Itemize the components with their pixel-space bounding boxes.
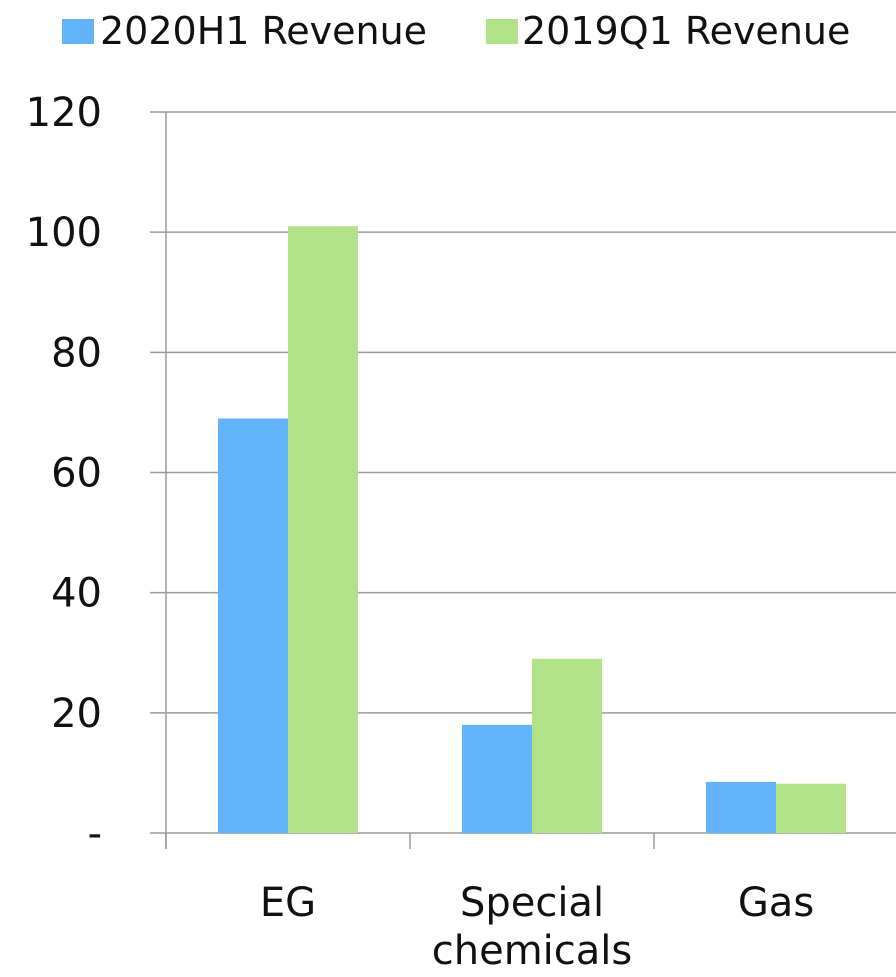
x-category-label: chemicals: [432, 928, 633, 974]
y-tick-label: -: [88, 811, 102, 857]
legend-label: 2019Q1 Revenue: [522, 9, 850, 53]
x-category-label: Special: [460, 880, 604, 926]
y-tick-label: 100: [26, 210, 102, 256]
x-category-label: Gas: [738, 880, 814, 926]
bar-series-1: [462, 724, 532, 833]
x-category-label: EG: [260, 880, 316, 926]
bar-series-2: [776, 783, 846, 833]
legend-swatch: [486, 19, 518, 44]
legend-swatch: [62, 19, 94, 44]
bar-series-2: [288, 226, 358, 834]
bar-series-1: [218, 418, 288, 833]
y-tick-label: 60: [51, 451, 102, 497]
y-tick-label: 80: [51, 330, 102, 376]
bar-series-2: [532, 658, 602, 833]
y-tick-label: 40: [51, 571, 102, 617]
legend-label: 2020H1 Revenue: [100, 9, 427, 53]
y-tick-label: 120: [26, 90, 102, 136]
bar-series-1: [706, 781, 776, 833]
y-tick-label: 20: [51, 691, 102, 737]
